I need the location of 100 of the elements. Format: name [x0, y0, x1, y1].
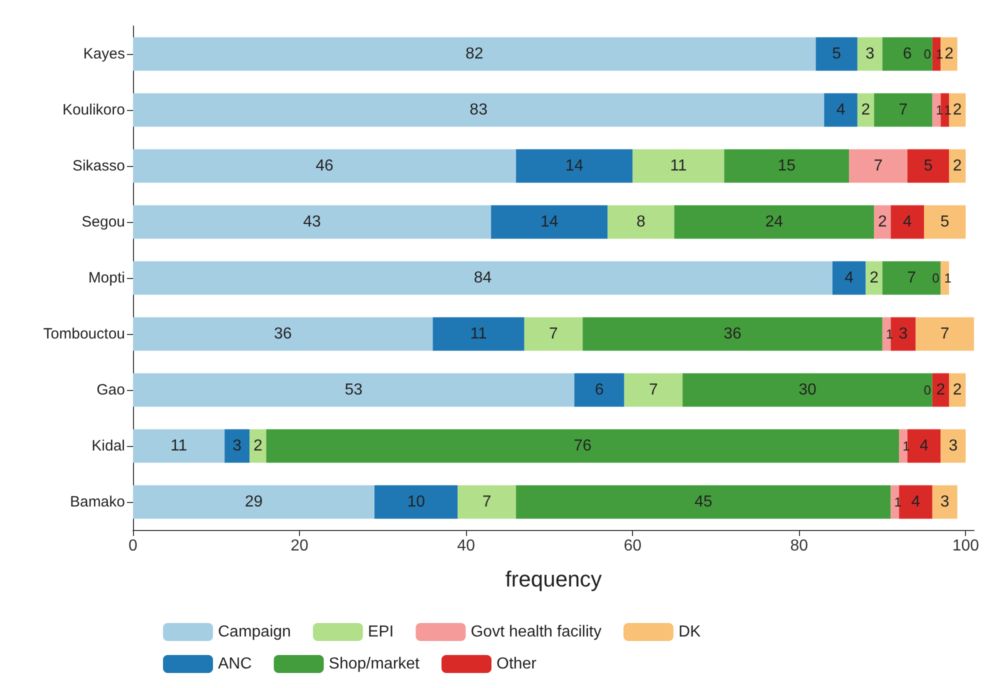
y-tick-label: Tombouctou	[43, 326, 125, 342]
data-label: 8	[636, 214, 646, 230]
bar	[491, 205, 608, 239]
data-label: 24	[765, 214, 784, 230]
legend-label: Other	[496, 656, 538, 672]
data-label: 2	[944, 46, 954, 62]
data-label: 3	[898, 326, 908, 342]
data-label: 5	[924, 158, 933, 174]
data-label: 2	[870, 270, 879, 286]
data-label: 2	[861, 102, 870, 118]
data-label: 3	[948, 438, 958, 454]
data-label: 46	[316, 158, 334, 174]
data-label: 43	[303, 214, 322, 230]
data-label: 10	[407, 494, 426, 510]
data-label: 5	[940, 214, 950, 230]
data-label: 2	[952, 158, 962, 174]
data-label: 29	[244, 494, 263, 510]
data-label: 7	[940, 326, 950, 342]
data-label: 4	[902, 214, 912, 230]
data-label: 1	[886, 326, 894, 342]
data-label: 2	[952, 102, 962, 118]
bar	[874, 205, 891, 239]
data-label: 2	[936, 382, 946, 398]
bar	[432, 317, 524, 351]
bar	[516, 149, 633, 183]
bar	[224, 429, 250, 463]
bar	[857, 93, 874, 127]
data-label: 36	[724, 326, 742, 342]
data-label: 0	[924, 46, 931, 62]
data-label: 3	[232, 438, 242, 454]
data-label: 7	[549, 326, 558, 342]
data-label: 7	[874, 158, 883, 174]
bar	[133, 205, 492, 239]
bar	[816, 37, 858, 71]
bar	[932, 485, 958, 519]
y-tick-label: Kayes	[83, 46, 125, 62]
bar	[932, 373, 950, 407]
bar	[133, 261, 832, 295]
bar	[857, 37, 882, 71]
x-axis-title: frequency	[505, 566, 602, 592]
bar	[574, 373, 624, 407]
bar	[949, 373, 966, 407]
bar	[932, 93, 941, 127]
x-tick-label: 0	[128, 538, 138, 554]
legend-label: Govt health facility	[470, 624, 602, 640]
y-tick-label: Mopti	[88, 270, 125, 286]
data-label: 36	[274, 326, 292, 342]
bar	[882, 317, 891, 351]
bar	[940, 429, 966, 463]
y-tick-label: Gao	[96, 382, 125, 398]
y-tick-label: Sikasso	[72, 158, 125, 174]
data-label: 53	[344, 382, 363, 398]
bar	[724, 149, 850, 183]
data-label: 2	[878, 214, 887, 230]
legend-label: Shop/market	[328, 656, 420, 672]
data-label: 3	[940, 494, 950, 510]
legend-label: ANC	[218, 656, 252, 672]
legend-label: EPI	[368, 624, 394, 640]
data-label: 15	[778, 158, 796, 174]
bar	[133, 37, 816, 71]
x-tick-label: 100	[952, 538, 980, 554]
data-label: 1	[936, 102, 944, 118]
data-label: 4	[911, 494, 920, 510]
data-label: 30	[798, 382, 816, 398]
bar	[133, 373, 574, 407]
data-label: 4	[844, 270, 854, 286]
bar	[632, 149, 724, 183]
bar	[624, 373, 683, 407]
x-tick-label: 80	[790, 538, 808, 554]
bar	[899, 485, 932, 519]
bar	[890, 205, 924, 239]
data-label: 1	[902, 438, 910, 454]
x-tick-label: 60	[624, 538, 642, 554]
bar	[890, 485, 900, 519]
data-label: 11	[470, 326, 487, 342]
bar	[266, 429, 900, 463]
data-label: 7	[648, 382, 658, 398]
y-tick-label: Kidal	[92, 438, 125, 454]
x-tick-label: 20	[290, 538, 309, 554]
bar	[674, 205, 874, 239]
bar	[949, 149, 966, 183]
data-label: 0	[932, 270, 940, 286]
data-label: 45	[694, 494, 712, 510]
x-tick-label: 40	[457, 538, 476, 554]
bar	[133, 317, 433, 351]
bar	[916, 317, 974, 351]
bar	[949, 93, 966, 127]
bar	[866, 261, 882, 295]
data-label: 82	[466, 46, 484, 62]
data-label: 11	[670, 158, 687, 174]
bar	[874, 93, 932, 127]
data-label: 5	[832, 46, 842, 62]
y-tick-label: Koulikoro	[62, 102, 125, 118]
legend-label: DK	[678, 624, 701, 640]
data-label: 6	[902, 46, 912, 62]
legend-label: Campaign	[218, 624, 291, 640]
bar	[133, 93, 824, 127]
bar	[924, 205, 966, 239]
data-label: 3	[865, 46, 874, 62]
data-label: 76	[574, 438, 592, 454]
